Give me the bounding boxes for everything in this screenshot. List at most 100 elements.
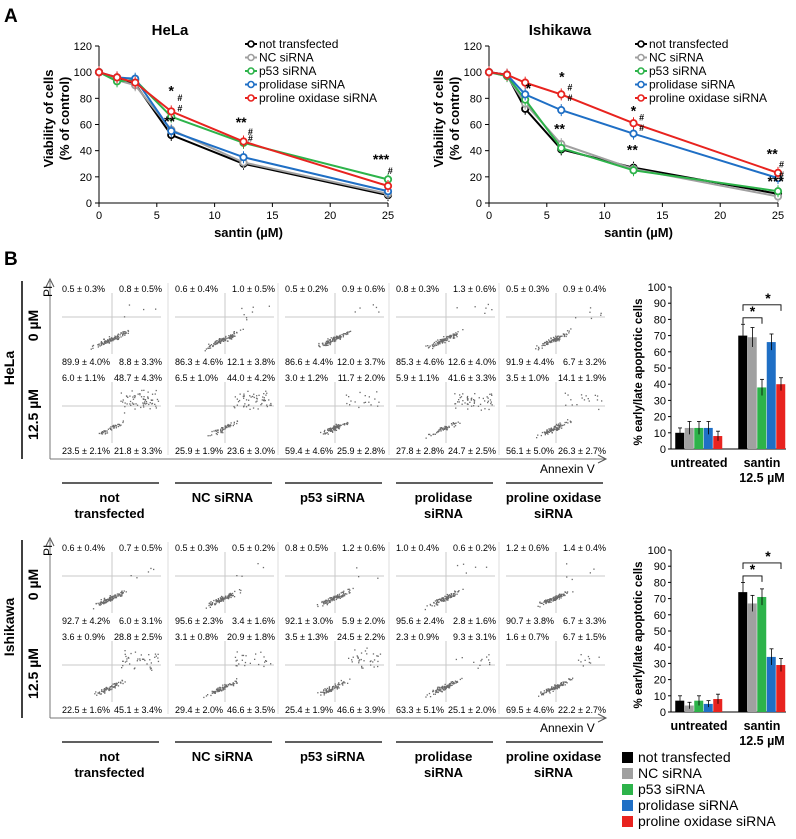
event-dot [246, 319, 248, 321]
event-dot [334, 427, 336, 429]
event-dot [268, 399, 270, 401]
event-dot [236, 651, 238, 653]
event-dot [544, 434, 546, 436]
event-dot [114, 596, 116, 598]
event-dot [209, 435, 211, 437]
y-tick-label: 100 [74, 67, 92, 79]
event-dot [327, 428, 329, 430]
event-dot [438, 689, 440, 692]
event-dot [556, 688, 558, 690]
event-dot [109, 340, 111, 342]
event-dot [106, 599, 108, 601]
x-tick-label: 15 [656, 210, 668, 222]
event-dot [112, 596, 114, 598]
event-dot [219, 687, 222, 689]
event-dot [343, 423, 346, 425]
legend-swatch-4 [622, 816, 633, 827]
event-dot [108, 342, 110, 344]
event-dot [449, 683, 451, 685]
quadrant-ur: 1.3 ± 0.6% [453, 284, 496, 294]
event-dot [339, 337, 341, 340]
event-dot [447, 594, 449, 597]
scatter-cloud [94, 650, 160, 696]
event-dot [116, 682, 118, 684]
event-dot [544, 344, 546, 347]
event-dot [467, 408, 469, 410]
event-dot [120, 591, 122, 594]
event-dot [106, 341, 108, 343]
event-dot [223, 428, 225, 430]
event-dot [330, 428, 333, 430]
event-dot [110, 686, 112, 688]
event-dot [108, 599, 110, 602]
event-dot [565, 421, 568, 424]
event-dot [327, 342, 330, 344]
event-dot [143, 402, 145, 405]
scatter-cloud [203, 651, 272, 699]
event-dot [222, 689, 224, 691]
event-dot [236, 659, 238, 661]
y-tick-label: 10 [654, 691, 666, 703]
event-dot [229, 424, 232, 426]
event-dot [435, 690, 437, 692]
event-dot [553, 428, 556, 430]
event-dot [255, 401, 257, 403]
significance-mark: # [779, 170, 784, 180]
event-dot [263, 397, 265, 399]
event-dot [95, 602, 97, 605]
x-tick-label: 10 [208, 210, 220, 222]
legend-label: prolidase siRNA [649, 78, 735, 92]
event-dot [263, 393, 265, 395]
event-dot [231, 336, 233, 338]
event-dot [359, 391, 361, 394]
event-dot [104, 433, 106, 435]
event-dot [120, 400, 122, 402]
event-dot [329, 600, 331, 602]
event-dot [490, 393, 493, 395]
event-dot [556, 684, 558, 687]
event-dot [224, 596, 226, 598]
event-dot [442, 686, 444, 688]
quadrant-lr: 24.7 ± 2.5% [448, 446, 496, 456]
event-dot [549, 601, 551, 603]
event-dot [96, 694, 98, 696]
quadrant-ur: 1.4 ± 0.4% [563, 543, 606, 553]
quadrant-ul: 5.9 ± 1.1% [396, 373, 439, 383]
scatter-cloud [98, 389, 160, 435]
event-dot [540, 602, 542, 604]
event-dot [553, 688, 556, 690]
event-dot [453, 426, 455, 428]
quadrant-ll: 59.4 ± 4.6% [285, 446, 333, 456]
dose-label: 12.5 µM [25, 648, 41, 699]
legend-label: p53 siRNA [649, 64, 706, 78]
event-dot [122, 401, 124, 403]
event-dot [106, 432, 109, 434]
event-dot [454, 334, 456, 336]
event-dot [443, 685, 445, 688]
event-dot [537, 434, 539, 436]
event-dot [546, 432, 548, 434]
event-dot [104, 430, 106, 433]
event-dot [550, 427, 552, 429]
category-label: untreated [671, 719, 728, 733]
event-dot [239, 393, 241, 395]
event-dot [105, 688, 107, 690]
event-dot [545, 691, 547, 693]
quadrant-ll: 69.5 ± 4.6% [506, 705, 554, 715]
event-dot [571, 578, 573, 581]
event-dot [376, 655, 378, 657]
event-dot [114, 687, 116, 689]
event-dot [221, 340, 223, 342]
event-dot [257, 563, 259, 565]
event-dot [454, 592, 456, 594]
event-dot [258, 663, 260, 666]
dose-label: 12.5 µM [25, 389, 41, 440]
event-dot [557, 425, 559, 427]
event-dot [484, 408, 486, 410]
event-dot [444, 338, 446, 340]
event-dot [427, 347, 430, 349]
event-dot [228, 593, 230, 595]
event-dot [101, 431, 103, 434]
event-dot [562, 683, 565, 685]
